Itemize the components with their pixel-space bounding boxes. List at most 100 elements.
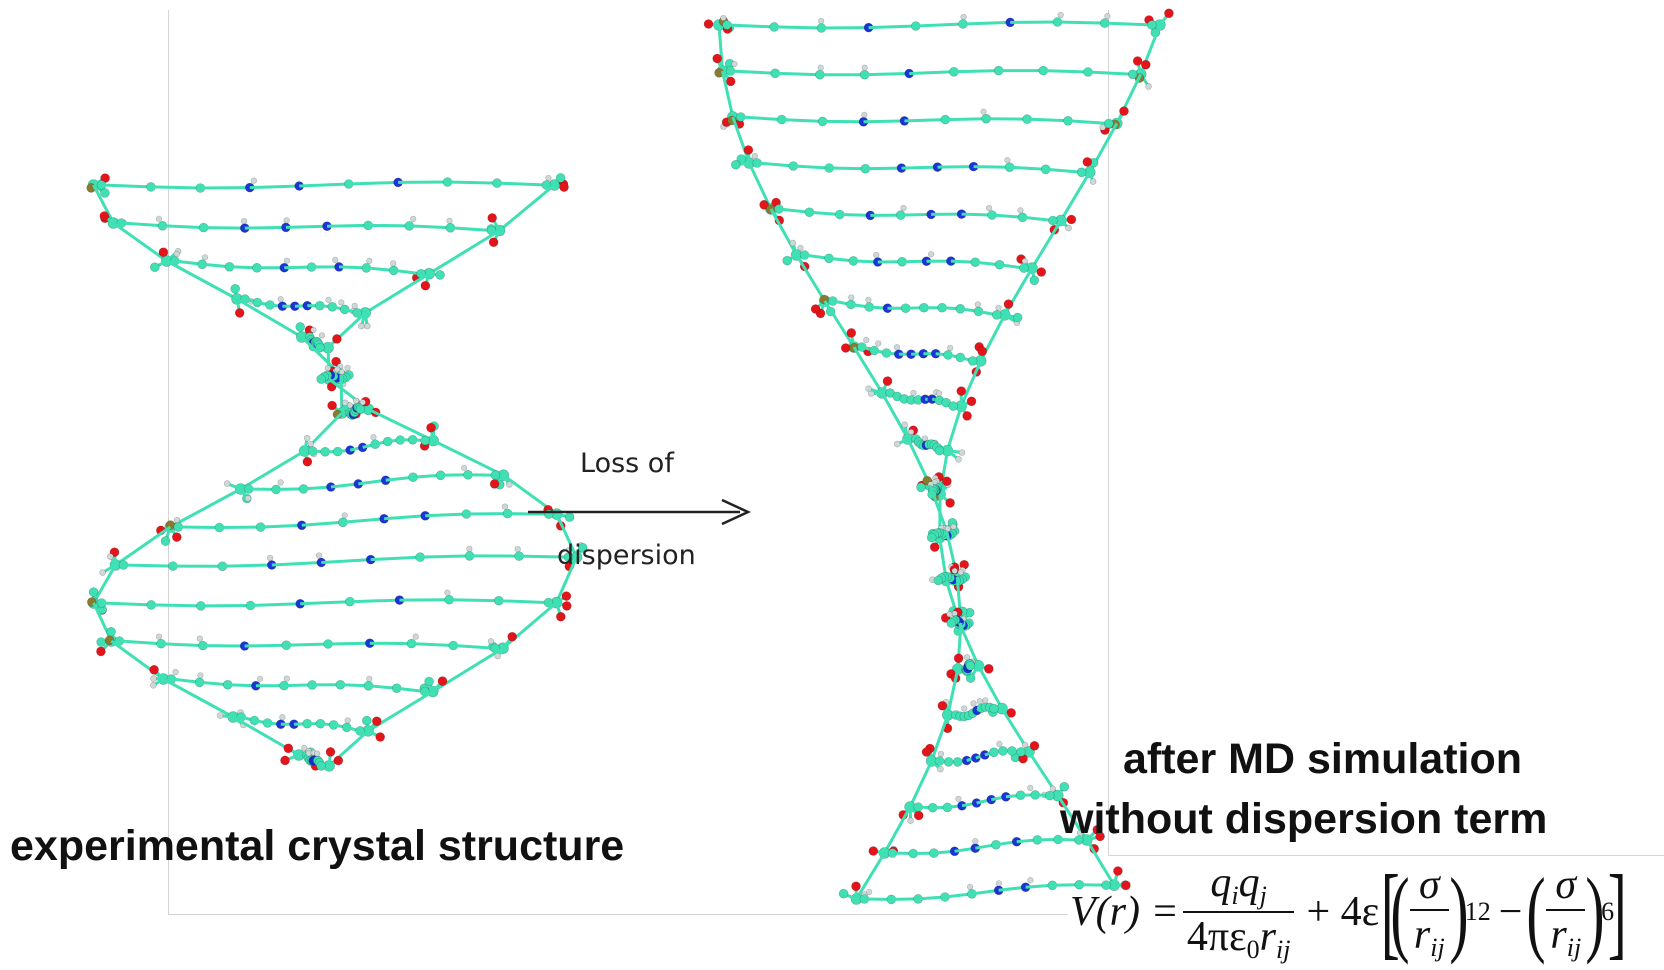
atom xyxy=(437,676,448,686)
atom xyxy=(1065,224,1072,232)
atom xyxy=(851,881,861,892)
bond xyxy=(852,346,884,394)
atom xyxy=(961,705,968,712)
atom xyxy=(88,587,99,597)
atom xyxy=(1021,258,1028,265)
atom xyxy=(99,569,106,576)
bracket-close: ] xyxy=(1607,854,1627,970)
atom xyxy=(366,257,373,265)
bond xyxy=(775,71,820,77)
atom xyxy=(967,356,978,366)
bond xyxy=(959,360,983,407)
atom xyxy=(989,703,999,714)
atom xyxy=(332,334,342,344)
bond xyxy=(330,482,359,489)
bond xyxy=(937,165,974,169)
bond xyxy=(778,207,810,214)
atom xyxy=(1021,741,1029,749)
bond xyxy=(1045,167,1082,174)
atom xyxy=(250,177,257,184)
atom xyxy=(1127,69,1138,80)
bond xyxy=(865,166,902,171)
crystal-structure-dna xyxy=(86,173,588,772)
bond xyxy=(166,259,238,301)
atom xyxy=(846,328,857,338)
bond xyxy=(809,210,840,216)
atom xyxy=(344,717,351,724)
atom xyxy=(1147,20,1157,30)
atom xyxy=(974,301,981,308)
atom xyxy=(234,308,245,318)
bond xyxy=(453,644,496,650)
formula-lhs: V(r) = xyxy=(1070,889,1179,935)
atom xyxy=(424,676,434,687)
atom xyxy=(316,761,326,771)
atom xyxy=(1045,790,1055,801)
bond xyxy=(1030,219,1063,269)
coulomb-denominator: 4πε0rij xyxy=(1182,911,1295,963)
atom xyxy=(955,455,962,463)
atom xyxy=(1059,781,1070,792)
bond xyxy=(409,224,451,230)
atom xyxy=(344,364,351,372)
atom xyxy=(861,64,868,71)
formula-coefficient: + 4ε xyxy=(1306,889,1380,935)
bond xyxy=(1022,215,1054,222)
bond xyxy=(171,677,200,684)
bond xyxy=(496,181,547,187)
bond xyxy=(321,558,371,564)
atom xyxy=(731,60,738,68)
atom xyxy=(712,53,723,64)
atom xyxy=(277,479,284,486)
bond xyxy=(340,683,369,688)
bond xyxy=(1027,117,1069,123)
atom xyxy=(196,635,203,642)
atom xyxy=(907,817,914,825)
atom xyxy=(955,795,962,802)
atom xyxy=(893,440,901,448)
atom xyxy=(962,411,972,421)
atom xyxy=(338,368,345,376)
atom xyxy=(390,260,397,267)
atom xyxy=(966,883,974,891)
bond xyxy=(839,213,871,217)
bond xyxy=(178,525,220,529)
atom xyxy=(100,188,110,198)
arrow-label-top: Loss of xyxy=(580,448,674,479)
bond xyxy=(1085,839,1116,886)
atom xyxy=(375,732,386,742)
atom xyxy=(1089,178,1097,185)
atom xyxy=(327,400,337,411)
atom xyxy=(1101,880,1111,890)
atom xyxy=(840,343,851,353)
bond xyxy=(730,69,776,75)
bond xyxy=(114,525,172,567)
bond xyxy=(795,254,827,302)
atom xyxy=(958,449,966,456)
paren-close-2: ) xyxy=(1585,857,1605,965)
atom xyxy=(937,750,945,758)
atom xyxy=(324,365,332,372)
bond xyxy=(1043,69,1089,74)
bond xyxy=(203,226,245,230)
bond xyxy=(412,473,441,479)
bond xyxy=(998,885,1026,892)
atom xyxy=(743,145,754,155)
bond xyxy=(119,639,162,646)
bond xyxy=(555,513,578,558)
bond xyxy=(92,184,115,224)
atom xyxy=(310,326,317,334)
atom xyxy=(1048,215,1058,226)
atom xyxy=(223,480,231,487)
atom xyxy=(325,296,332,303)
bond xyxy=(299,182,349,188)
atom xyxy=(916,482,926,493)
atom xyxy=(355,404,366,415)
md-stretched-dna xyxy=(703,8,1174,905)
atom xyxy=(1132,56,1143,66)
exponent-repulsive: 12 xyxy=(1464,897,1491,926)
atom xyxy=(875,340,882,347)
bond xyxy=(300,600,350,606)
bond xyxy=(717,24,724,72)
